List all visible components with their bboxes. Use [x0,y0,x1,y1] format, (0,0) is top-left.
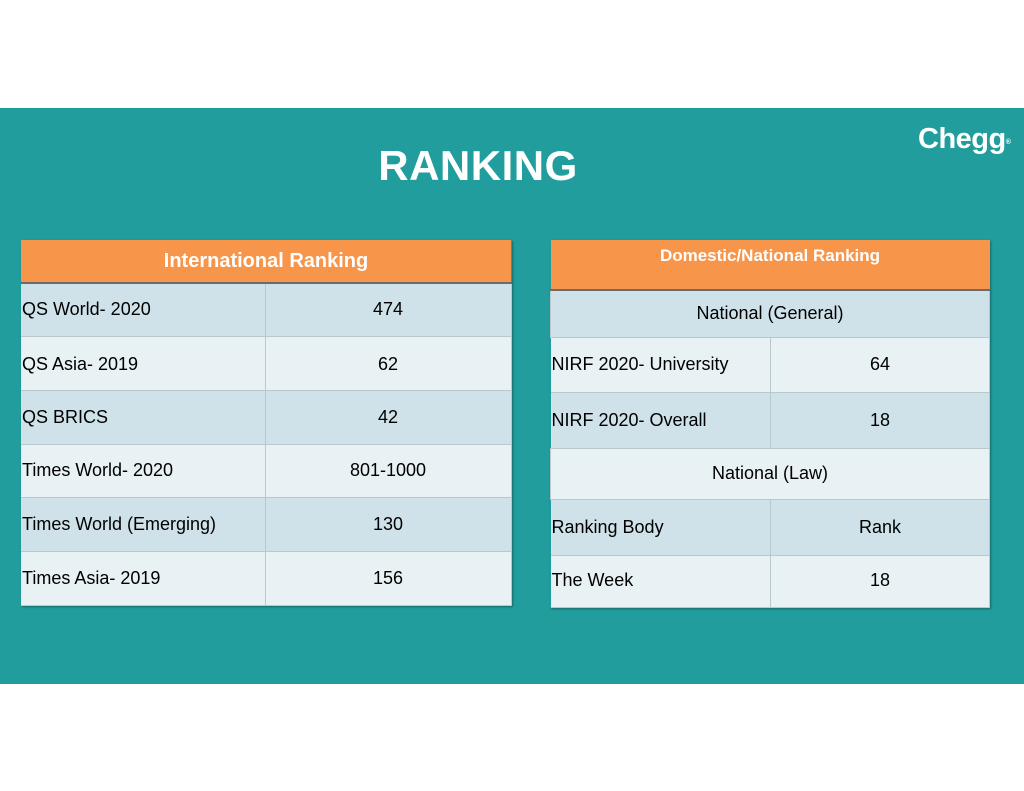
table-header-row: International Ranking [21,240,511,284]
ranking-label: Times World- 2020 [21,443,266,498]
ranking-value: 18 [770,391,990,449]
ranking-label: Times Asia- 2019 [21,550,266,606]
ranking-label: NIRF 2020- Overall [550,391,771,449]
ranking-value: 64 [770,336,990,393]
ranking-value: 130 [264,496,512,552]
section-national-law: National (Law) [550,447,990,500]
registered-mark-icon: ® [1005,139,1011,146]
ranking-value: 801-1000 [264,443,512,498]
table-row: QS BRICS 42 [21,389,512,445]
ranking-value: 474 [264,282,512,337]
domestic-ranking-header: Domestic/National Ranking [550,240,990,291]
table-row: Ranking Body Rank [550,498,990,556]
ranking-value: 42 [264,389,512,445]
ranking-label: QS BRICS [21,389,266,445]
table-section-row: National (Law) [550,447,990,500]
ranking-label: The Week [550,554,771,608]
table-section-row: National (General) [550,289,990,338]
ranking-value: 62 [264,335,512,391]
table-row: NIRF 2020- University 64 [550,336,990,393]
international-ranking-header: International Ranking [21,240,511,284]
page-title: RANKING [378,142,578,189]
ranking-label: Times World (Emerging) [21,496,266,552]
table-row: QS World- 2020 474 [21,282,512,337]
table-row: Times World (Emerging) 130 [21,496,512,552]
ranking-label: QS Asia- 2019 [21,335,266,391]
ranking-value: 156 [264,550,512,606]
domestic-ranking-table: Domestic/National Ranking National (Gene… [550,240,990,608]
table-row: The Week 18 [550,554,990,608]
section-national-general: National (General) [550,289,990,338]
table-row: NIRF 2020- Overall 18 [550,391,990,449]
ranking-label: NIRF 2020- University [550,336,771,393]
ranking-value: 18 [770,554,990,608]
column-label-rank: Rank [770,498,990,556]
column-label-ranking-body: Ranking Body [550,498,771,556]
table-header-row: Domestic/National Ranking [550,240,990,291]
table-row: Times Asia- 2019 156 [21,550,512,606]
international-ranking-table: International Ranking QS World- 2020 474… [21,240,512,606]
ranking-label: QS World- 2020 [21,282,266,337]
chegg-logo: Chegg® [918,122,1011,156]
table-row: QS Asia- 2019 62 [21,335,512,391]
slide: RANKING Chegg® International Ranking QS … [0,108,1024,684]
table-row: Times World- 2020 801-1000 [21,443,512,498]
logo-text: Chegg [918,123,1006,155]
